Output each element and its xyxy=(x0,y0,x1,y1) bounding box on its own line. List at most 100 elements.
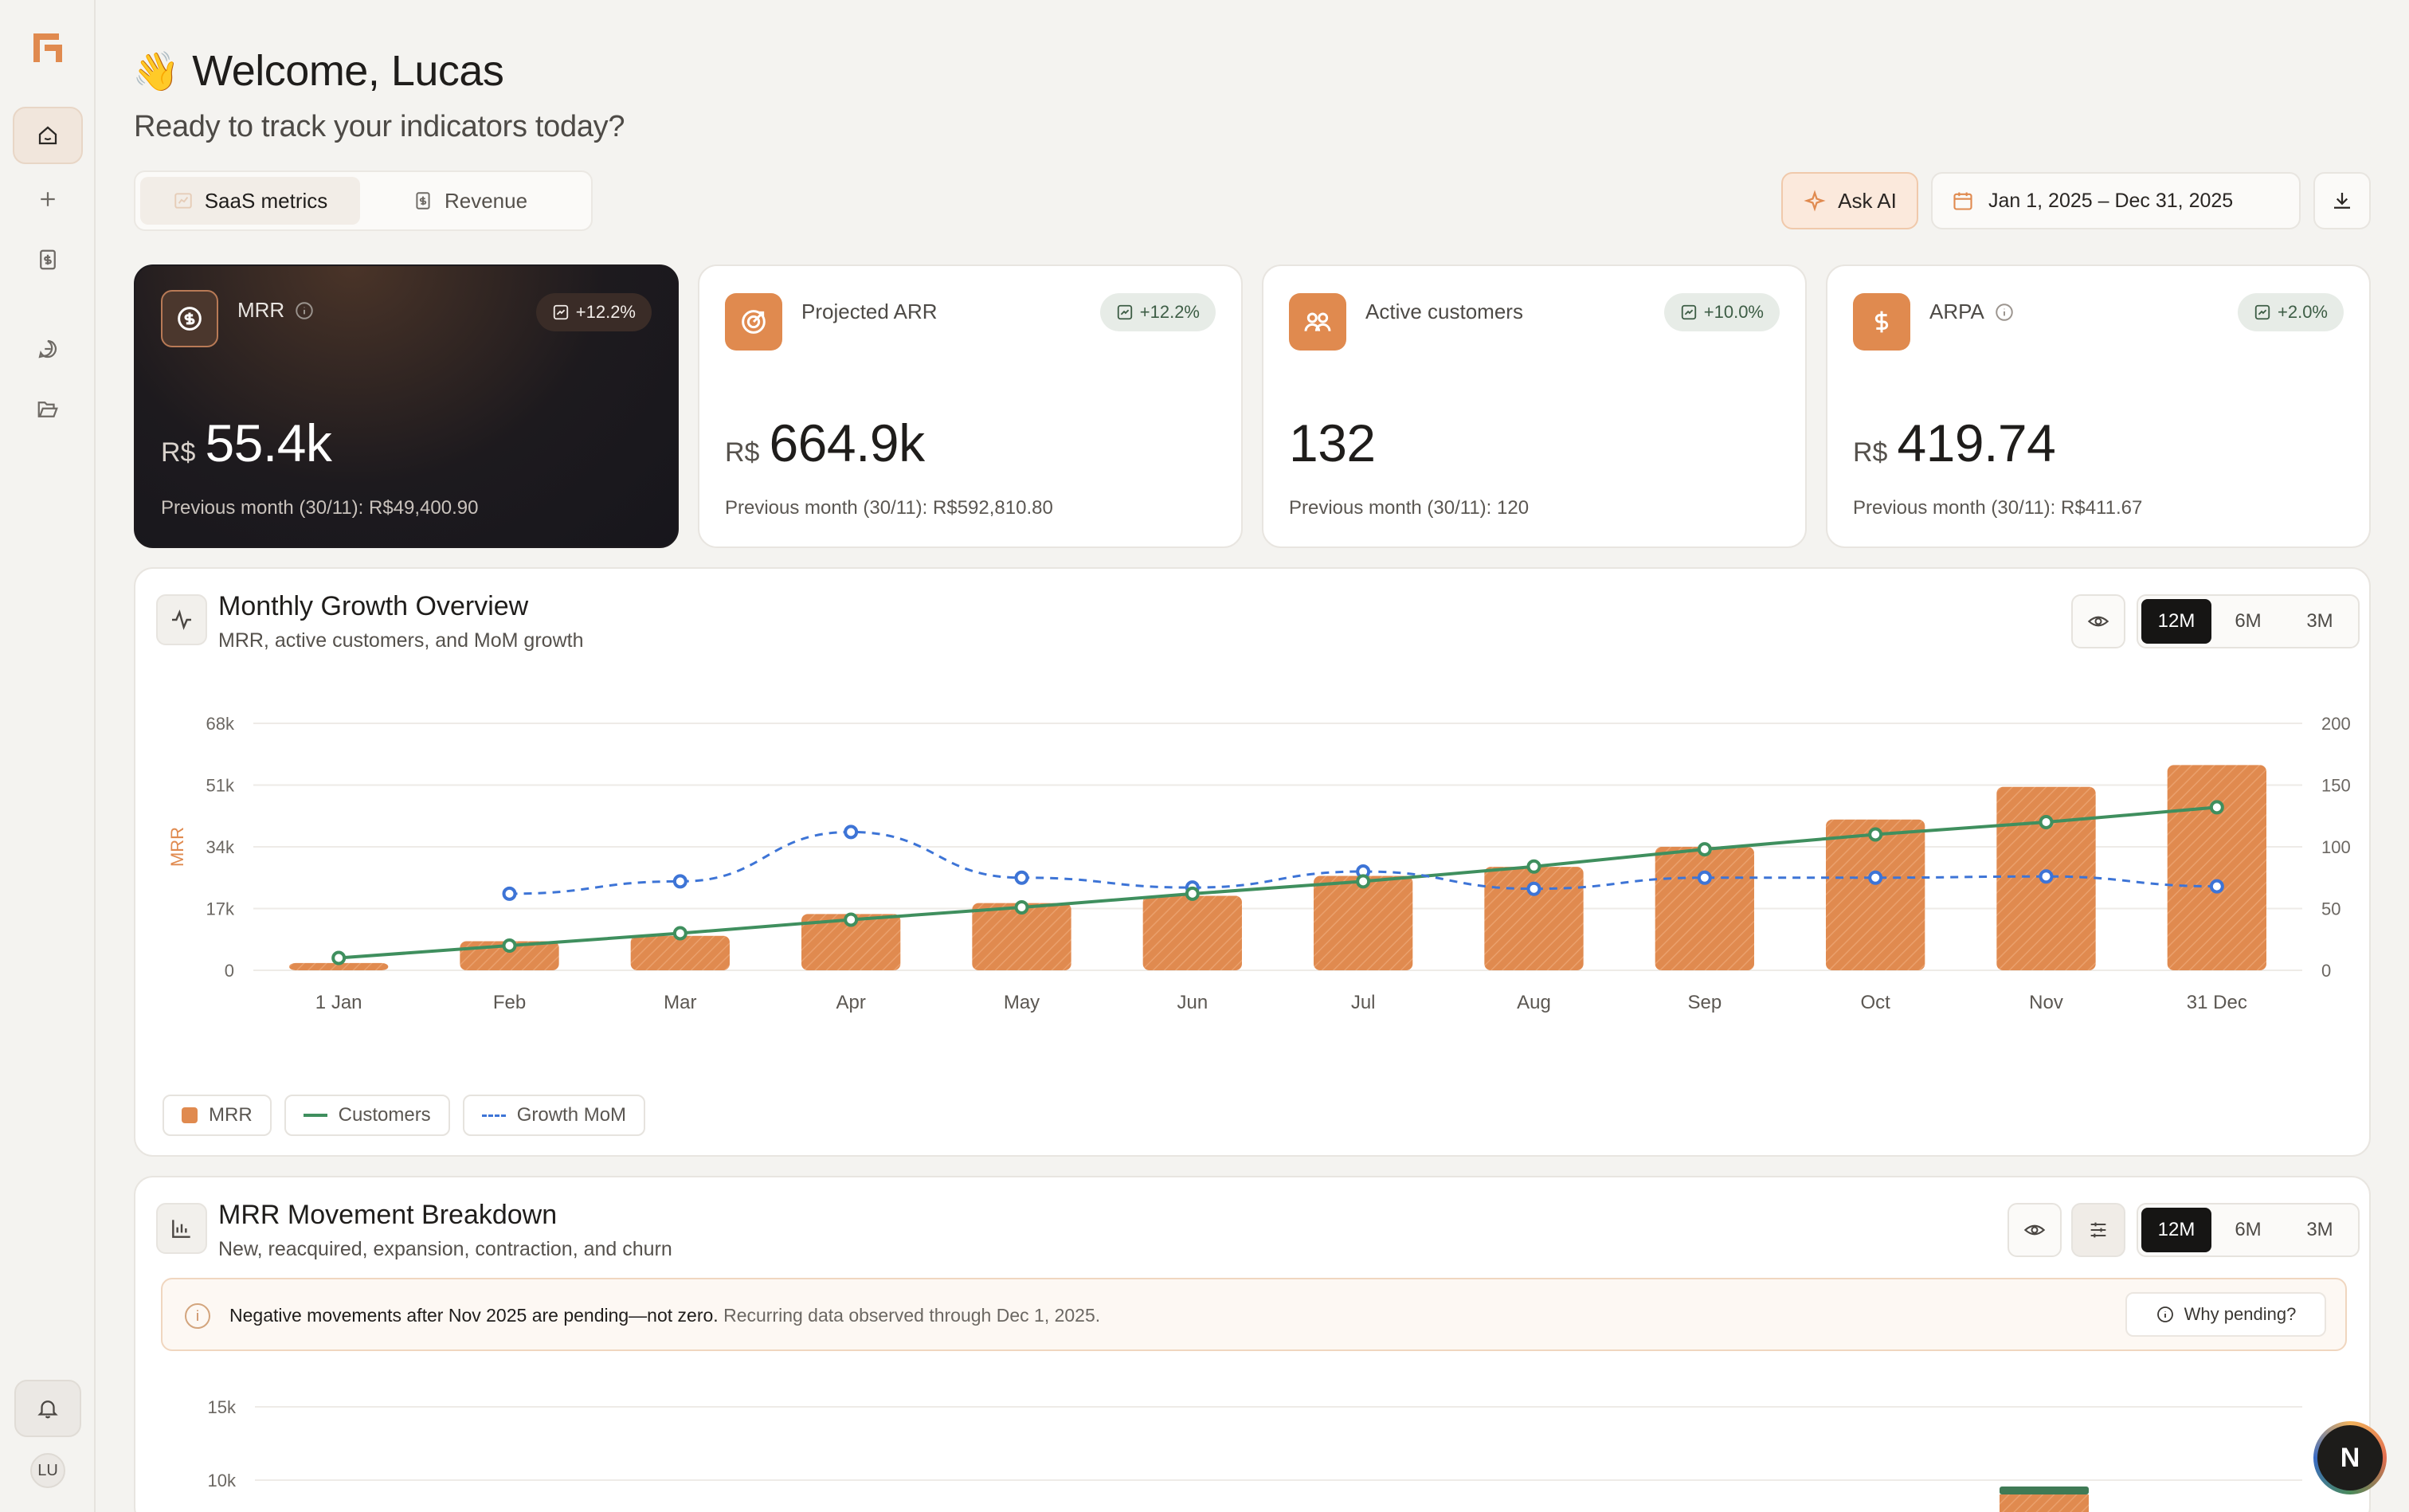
filter-button[interactable] xyxy=(2071,1203,2125,1257)
x-tick-label: 31 Dec xyxy=(2187,992,2247,1013)
sidebar-item-add[interactable] xyxy=(13,170,83,228)
kpi-value: R$ 55.4k xyxy=(161,413,332,472)
sidebar-item-billing[interactable] xyxy=(13,231,83,288)
info-icon[interactable] xyxy=(1994,302,2015,323)
y-tick-label: 0 xyxy=(225,961,234,981)
range-12m[interactable]: 12M xyxy=(2141,599,2211,644)
y-tick-label: 51k xyxy=(206,776,235,796)
legend-customers[interactable]: Customers xyxy=(284,1095,450,1136)
growth-overview-panel: Monthly Growth Overview MRR, active cust… xyxy=(134,567,2371,1157)
mrr-bar xyxy=(630,935,730,970)
kpi-card-arpa[interactable]: ARPA +2.0% R$ 419.74 Previous month (30/… xyxy=(1826,264,2371,548)
info-icon: i xyxy=(185,1303,210,1329)
download-icon xyxy=(2334,193,2350,209)
kpi-previous: Previous month (30/11): R$49,400.90 xyxy=(161,497,479,519)
x-tick-label: Feb xyxy=(493,992,526,1013)
user-avatar[interactable]: LU xyxy=(30,1453,65,1488)
range-6m[interactable]: 6M xyxy=(2235,1219,2262,1240)
sidebar-item-files[interactable] xyxy=(13,381,83,438)
growth-point xyxy=(2039,869,2054,884)
date-range-picker[interactable]: Jan 1, 2025 – Dec 31, 2025 xyxy=(1931,172,2301,229)
range-6m[interactable]: 6M xyxy=(2235,610,2262,632)
kpi-value: 132 xyxy=(1289,413,1376,472)
bar-chart-icon xyxy=(156,1203,207,1254)
notice-text: Negative movements after Nov 2025 are pe… xyxy=(229,1305,1101,1326)
customers-point xyxy=(844,912,859,927)
customers-point xyxy=(1356,874,1371,889)
trend-icon xyxy=(1117,304,1132,320)
range-selector: 12M 6M 3M xyxy=(2137,1203,2360,1257)
metrics-tabs: SaaS metrics Revenue xyxy=(134,170,593,231)
download-button[interactable] xyxy=(2313,172,2371,229)
range-3m[interactable]: 3M xyxy=(2306,1219,2333,1240)
kpi-value: R$ 664.9k xyxy=(725,413,925,472)
mrr-swatch xyxy=(182,1107,198,1123)
growth-point xyxy=(672,874,687,889)
kpi-card-active-customers[interactable]: Active customers +10.0% 132 Previous mon… xyxy=(1262,264,1807,548)
sliders-icon xyxy=(2090,1222,2106,1238)
notifications-button[interactable] xyxy=(14,1380,81,1437)
growth-swatch xyxy=(481,1114,506,1117)
sidebar-item-home[interactable] xyxy=(13,107,83,164)
customers-point xyxy=(1697,842,1712,857)
y-axis-label: MRR xyxy=(167,827,187,867)
customers-swatch xyxy=(303,1114,327,1117)
dollar-circle-icon xyxy=(161,290,218,347)
toggle-visibility-button[interactable] xyxy=(2071,594,2125,648)
chart-legend: MRR Customers Growth MoM xyxy=(163,1095,646,1136)
customers-point xyxy=(502,938,517,953)
receipt-icon xyxy=(40,249,56,270)
x-tick-label: 1 Jan xyxy=(315,992,362,1013)
customers-point xyxy=(672,926,687,941)
info-icon xyxy=(2156,1306,2173,1322)
customers-point xyxy=(1185,886,1200,901)
kpi-title: Projected ARR xyxy=(801,300,938,323)
users-icon xyxy=(1289,293,1346,351)
kpi-title: Active customers xyxy=(1365,300,1523,323)
why-pending-button[interactable]: Why pending? xyxy=(2125,1292,2326,1337)
y-tick-label: 15k xyxy=(208,1397,237,1417)
toggle-visibility-button[interactable] xyxy=(2007,1203,2062,1257)
sidebar-item-messages[interactable] xyxy=(13,320,83,378)
y2-tick-label: 150 xyxy=(2321,776,2351,796)
receipt-icon xyxy=(416,192,430,210)
legend-mrr[interactable]: MRR xyxy=(163,1095,272,1136)
folder-open-icon xyxy=(37,402,58,417)
trend-icon xyxy=(2254,304,2270,320)
trend-icon xyxy=(1681,304,1696,320)
kpi-card-projected-arr[interactable]: Projected ARR +12.2% R$ 664.9k Previous … xyxy=(698,264,1243,548)
ask-ai-button[interactable]: Ask AI xyxy=(1781,172,1918,229)
growth-chart: 017k34k51k68k050100150200MRRCustomers1 J… xyxy=(167,714,2351,1013)
range-3m[interactable]: 3M xyxy=(2306,610,2333,632)
y-tick-label: 10k xyxy=(208,1471,237,1490)
kpi-card-mrr[interactable]: MRR +12.2% R$ 55.4k Previous month (30/1… xyxy=(134,264,679,548)
panel-title: Monthly Growth Overview xyxy=(218,591,529,621)
legend-growth[interactable]: Growth MoM xyxy=(462,1095,646,1136)
x-tick-label: Oct xyxy=(1860,992,1890,1013)
assistant-fab[interactable]: N xyxy=(2313,1421,2387,1494)
y2-tick-label: 50 xyxy=(2321,899,2340,919)
mrr-breakdown-panel: MRR Movement Breakdown New, reacquired, … xyxy=(134,1176,2371,1512)
growth-point xyxy=(1526,881,1541,896)
eye-icon xyxy=(2023,1224,2046,1236)
customers-point xyxy=(331,950,347,966)
mrr-bar xyxy=(801,914,901,970)
kpi-previous: Previous month (30/11): R$411.67 xyxy=(1853,497,2143,519)
tab-saas-metrics[interactable]: SaaS metrics xyxy=(140,177,360,225)
app-logo[interactable] xyxy=(30,30,65,65)
plus-icon xyxy=(41,192,55,206)
customers-line xyxy=(339,805,2218,960)
growth-point xyxy=(1014,870,1029,885)
tab-revenue[interactable]: Revenue xyxy=(366,177,574,225)
target-icon xyxy=(725,293,782,351)
dollar-icon xyxy=(1853,293,1910,351)
info-icon[interactable] xyxy=(294,300,315,321)
mrr-bar xyxy=(972,903,1071,970)
range-12m[interactable]: 12M xyxy=(2141,1208,2211,1252)
sidebar: LU xyxy=(0,0,96,1512)
mrr-bar xyxy=(1484,867,1584,970)
mrr-bar xyxy=(1655,847,1754,970)
customers-point xyxy=(2209,800,2224,815)
y2-tick-label: 0 xyxy=(2321,961,2331,981)
mrr-bar xyxy=(1314,875,1413,970)
